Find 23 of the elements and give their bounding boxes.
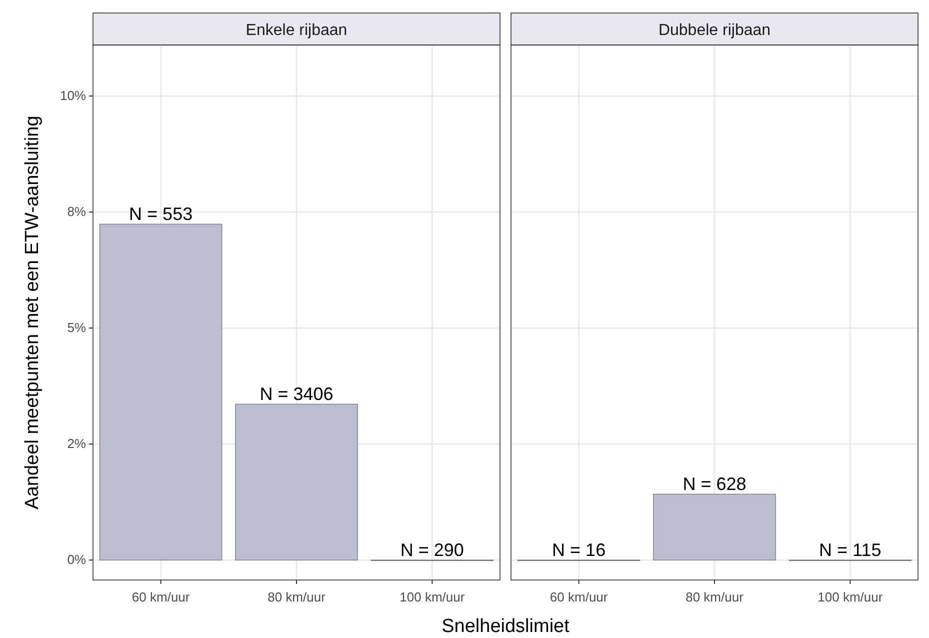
y-tick-label: 10% [60,88,86,104]
x-tick-label: 80 km/uur [686,589,744,604]
y-axis-title: Aandeel meetpunten met een ETW-aansluiting [22,116,43,510]
x-axis-title: Snelheidslimiet [442,616,570,637]
x-tick-label: 100 km/uur [400,589,466,604]
chart-title: Enkele rijbaan [246,22,348,39]
y-tick-label: 8% [67,204,86,220]
y-tick-label: 5% [67,320,86,336]
y-tick-label: 2% [67,436,86,452]
annotation: N = 16 [552,540,606,560]
x-tick-label: 60 km/uur [132,589,190,604]
y-tick-label: 0% [67,552,86,568]
annotation: N = 628 [682,474,746,494]
x-tick-label: 80 km/uur [268,589,326,604]
x-tick-label: 100 km/uur [818,589,884,604]
chart-title: Dubbele rijbaan [658,22,771,39]
annotation: N = 553 [129,204,193,224]
annotation: N = 290 [400,540,464,560]
annotation: N = 115 [819,540,882,560]
x-tick-label: 60 km/uur [550,589,608,604]
annotation: N = 3406 [260,384,334,404]
bar [235,404,358,560]
bar [99,224,222,560]
